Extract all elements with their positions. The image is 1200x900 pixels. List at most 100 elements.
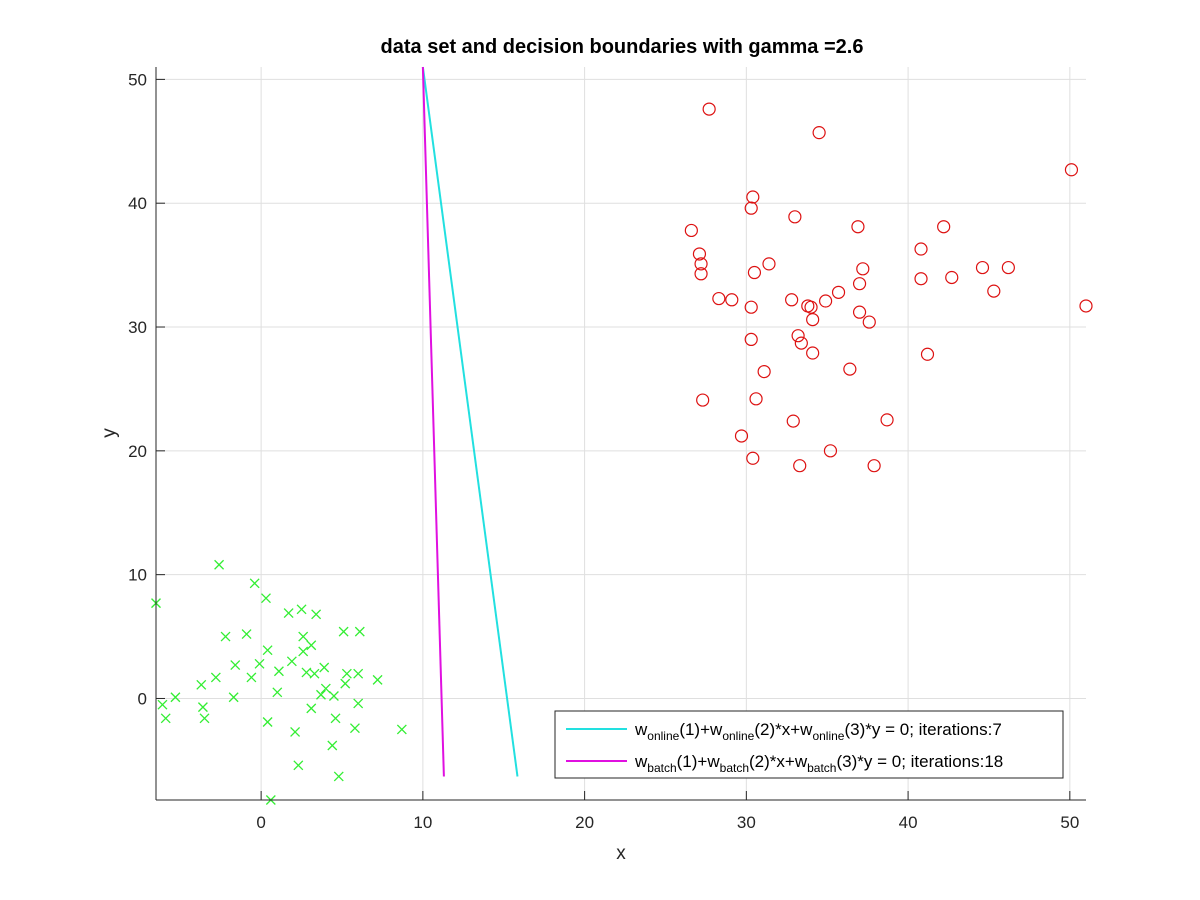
x-marker-stroke — [283, 608, 294, 618]
legend-online-sub1: online — [647, 729, 679, 743]
x-marker — [306, 703, 317, 714]
o-marker — [793, 459, 807, 473]
x-marker — [296, 604, 307, 615]
x-marker — [353, 668, 364, 679]
o-marker — [806, 346, 820, 360]
x-marker — [283, 608, 294, 618]
x-marker-stroke — [372, 674, 383, 685]
x-marker-stroke — [199, 713, 210, 724]
x-marker — [327, 740, 338, 751]
x-marker-stroke — [298, 631, 309, 642]
x-tick-label: 20 — [575, 813, 594, 832]
o-marker — [785, 293, 799, 307]
x-marker-stroke — [241, 629, 252, 640]
legend: wonline(1)+wonline(2)*x+wonline(3)*y = 0… — [554, 710, 1064, 779]
o-marker — [914, 242, 928, 256]
x-marker-stroke — [246, 672, 257, 683]
o-marker — [867, 459, 881, 473]
x-marker — [199, 713, 210, 724]
o-marker — [746, 190, 760, 204]
legend-batch-part2: (2)*x+ — [749, 752, 795, 771]
x-marker — [330, 713, 341, 724]
o-marker — [862, 315, 876, 329]
o-marker — [702, 102, 716, 116]
x-marker — [197, 702, 208, 713]
o-marker — [694, 267, 708, 281]
x-marker-stroke — [220, 631, 231, 642]
x-marker-stroke — [301, 667, 312, 678]
x-marker-stroke — [328, 691, 339, 701]
o-marker — [914, 272, 928, 286]
data-points — [151, 102, 1093, 805]
x-marker-stroke — [354, 626, 365, 637]
legend-entry-batch: wbatch(1)+wbatch(2)*x+wbatch(3)*y = 0; i… — [634, 752, 1003, 775]
x-marker-stroke — [353, 698, 364, 709]
legend-online-w2: w — [709, 720, 723, 739]
x-marker-stroke — [320, 683, 331, 694]
x-marker — [320, 683, 331, 694]
x-marker — [298, 631, 309, 642]
o-marker — [806, 312, 820, 327]
o-marker — [747, 265, 762, 280]
o-marker — [788, 210, 802, 224]
o-marker — [791, 329, 805, 343]
o-marker — [712, 291, 726, 306]
x-marker — [228, 692, 239, 703]
x-marker — [196, 679, 207, 690]
x-marker — [340, 678, 351, 689]
plot-area — [156, 67, 1086, 800]
o-marker — [794, 336, 808, 350]
o-marker — [856, 262, 870, 276]
o-marker — [920, 347, 935, 361]
o-marker — [696, 393, 710, 407]
x-marker-stroke — [319, 662, 330, 673]
grid — [156, 67, 1086, 800]
y-tick-label: 50 — [128, 70, 147, 89]
o-marker — [945, 270, 959, 285]
x-axis-label: x — [616, 843, 626, 864]
x-marker — [170, 692, 181, 703]
o-marker — [1079, 299, 1093, 313]
o-marker — [880, 413, 894, 427]
legend-online-w1: w — [634, 720, 648, 739]
legend-entry-online: wonline(1)+wonline(2)*x+wonline(3)*y = 0… — [634, 720, 1002, 743]
x-marker — [396, 724, 407, 735]
axes — [155, 67, 1086, 801]
x-marker-stroke — [197, 702, 208, 713]
o-marker — [1001, 260, 1015, 275]
o-marker — [757, 364, 771, 379]
o-marker — [1064, 163, 1079, 177]
o-marker — [937, 220, 951, 234]
o-marker — [831, 285, 846, 299]
x-marker — [241, 629, 252, 640]
x-marker — [157, 699, 168, 710]
legend-online-sub3: online — [812, 729, 844, 743]
legend-online-part1: (1)+ — [679, 720, 710, 739]
x-marker — [298, 646, 309, 657]
x-marker — [353, 698, 364, 709]
x-marker-stroke — [396, 724, 407, 735]
x-marker-stroke — [309, 668, 320, 679]
o-marker — [734, 429, 749, 443]
x-marker — [301, 667, 312, 678]
x-marker — [372, 674, 383, 685]
x-marker-stroke — [311, 609, 322, 620]
y-axis-label: y — [99, 428, 120, 438]
legend-box — [554, 710, 1064, 779]
x-tick-label: 30 — [737, 813, 756, 832]
x-marker — [272, 687, 283, 698]
x-marker — [249, 578, 260, 589]
o-marker — [684, 223, 698, 238]
o-marker — [694, 257, 708, 271]
o-marker — [823, 444, 838, 458]
legend-batch-part3: (3)*y = 0; iterations:18 — [836, 752, 1003, 771]
x-marker — [273, 666, 284, 677]
x-marker-stroke — [214, 559, 225, 570]
x-marker — [328, 691, 339, 701]
legend-batch-sub1: batch — [647, 761, 676, 775]
x-marker-stroke — [170, 692, 181, 703]
x-marker-stroke — [272, 687, 283, 698]
tick-labels: 0 10 20 30 40 50 0 10 20 30 40 50 — [128, 70, 1079, 832]
x-marker — [316, 689, 326, 700]
